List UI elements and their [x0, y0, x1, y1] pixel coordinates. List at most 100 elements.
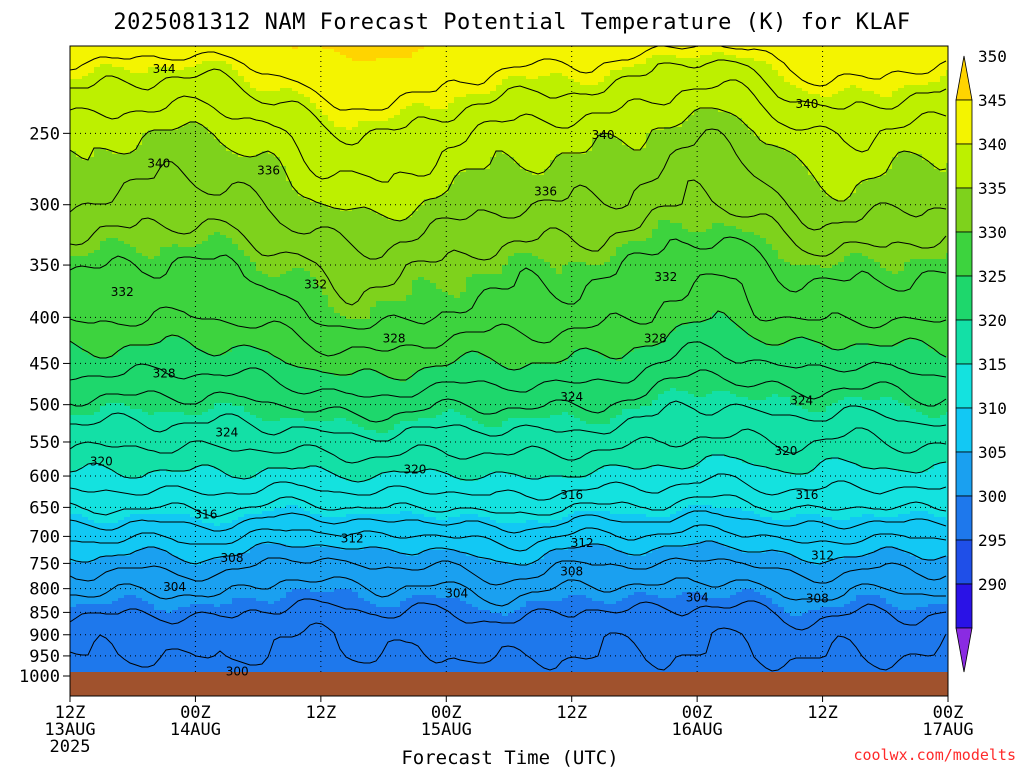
theta-fill-cell — [544, 169, 551, 263]
theta-fill-cell — [394, 220, 401, 302]
theta-fill-cell — [502, 367, 509, 422]
theta-fill-cell — [118, 520, 125, 557]
theta-fill-cell — [70, 46, 77, 80]
theta-fill-cell — [862, 400, 869, 470]
theta-fill-cell — [442, 46, 449, 110]
theta-fill-cell — [340, 211, 347, 317]
theta-fill-cell — [568, 514, 575, 548]
contour-label: 308 — [560, 565, 583, 579]
theta-fill-cell — [250, 346, 257, 416]
theta-fill-cell — [868, 514, 875, 554]
theta-fill-cell — [184, 46, 191, 68]
theta-fill-cell — [742, 589, 749, 673]
theta-fill-cell — [814, 466, 821, 515]
theta-fill-cell — [766, 550, 773, 599]
theta-fill-cell — [850, 517, 857, 557]
theta-fill-cell — [730, 457, 737, 509]
theta-fill-cell — [502, 562, 509, 617]
theta-fill-cell — [136, 46, 143, 74]
theta-fill-cell — [292, 547, 299, 590]
theta-fill-cell — [766, 397, 773, 470]
theta-fill-cell — [586, 46, 593, 86]
theta-fill-cell — [178, 607, 185, 673]
theta-fill-cell — [724, 457, 731, 509]
theta-fill-cell — [808, 175, 815, 266]
theta-fill-cell — [544, 478, 551, 524]
theta-fill-cell — [784, 613, 791, 673]
theta-fill-cell — [430, 550, 437, 596]
theta-fill-cell — [592, 265, 599, 353]
theta-fill-cell — [646, 595, 653, 673]
theta-fill-cell — [808, 562, 815, 611]
theta-fill-cell — [706, 457, 713, 506]
theta-fill-cell — [70, 562, 77, 608]
theta-fill-cell — [88, 604, 95, 673]
theta-fill-cell — [640, 241, 647, 347]
theta-fill-cell — [682, 547, 689, 593]
theta-fill-cell — [658, 55, 665, 131]
theta-fill-cell — [154, 130, 161, 257]
contour-label: 312 — [341, 532, 364, 546]
theta-fill-cell — [880, 175, 887, 269]
theta-fill-cell — [910, 340, 917, 410]
theta-fill-cell — [832, 559, 839, 608]
theta-fill-cell — [436, 289, 443, 368]
theta-fill-cell — [244, 553, 251, 599]
theta-fill-cell — [244, 157, 251, 257]
theta-fill-cell — [550, 415, 557, 476]
theta-fill-cell — [232, 154, 239, 245]
theta-fill-cell — [838, 46, 845, 92]
theta-fill-cell — [850, 253, 857, 347]
theta-fill-cell — [292, 367, 299, 419]
theta-fill-cell — [154, 412, 161, 473]
theta-fill-cell — [934, 559, 941, 605]
theta-fill-cell — [280, 469, 287, 509]
theta-fill-cell — [664, 466, 671, 518]
theta-fill-cell — [628, 409, 635, 470]
x-axis-label: Forecast Time (UTC) — [401, 747, 618, 768]
theta-fill-cell — [850, 601, 857, 673]
theta-fill-cell — [724, 112, 731, 227]
theta-fill-cell — [274, 46, 281, 92]
theta-fill-cell — [340, 478, 347, 518]
theta-fill-cell — [130, 73, 137, 152]
contour-label: 332 — [654, 270, 677, 284]
theta-fill-cell — [244, 82, 251, 158]
theta-fill-cell — [910, 556, 917, 611]
theta-fill-cell — [664, 127, 671, 221]
contour-label: 312 — [811, 548, 834, 562]
theta-fill-cell — [520, 76, 527, 170]
theta-fill-cell — [250, 157, 257, 263]
theta-fill-cell — [412, 556, 419, 596]
theta-fill-cell — [802, 514, 809, 563]
theta-fill-cell — [292, 505, 299, 548]
theta-fill-cell — [676, 595, 683, 673]
credit-link[interactable]: coolwx.com/modelts — [853, 746, 1016, 764]
theta-fill-cell — [484, 358, 491, 428]
theta-fill-cell — [502, 616, 509, 673]
theta-fill-cell — [232, 556, 239, 599]
theta-fill-cell — [406, 598, 413, 673]
theta-fill-cell — [742, 463, 749, 512]
theta-fill-cell — [556, 364, 563, 416]
theta-fill-cell — [742, 511, 749, 554]
theta-fill-cell — [940, 46, 947, 77]
theta-fill-cell — [550, 364, 557, 416]
theta-fill-cell — [814, 343, 821, 413]
theta-fill-cell — [394, 379, 401, 425]
theta-fill-cell — [358, 319, 365, 371]
colorbar-label: 330 — [978, 223, 1007, 242]
theta-fill-cell — [244, 412, 251, 479]
theta-fill-cell — [946, 253, 948, 359]
theta-fill-cell — [538, 46, 545, 77]
theta-fill-cell — [748, 130, 755, 233]
theta-fill-cell — [928, 514, 935, 560]
theta-fill-cell — [442, 598, 449, 673]
theta-fill-cell — [154, 67, 161, 131]
theta-fill-cell — [670, 331, 677, 389]
theta-fill-cell — [406, 58, 413, 107]
theta-fill-cell — [934, 259, 941, 353]
theta-fill-cell — [238, 517, 245, 554]
theta-fill-cell — [904, 151, 911, 263]
theta-fill-cell — [922, 85, 929, 161]
